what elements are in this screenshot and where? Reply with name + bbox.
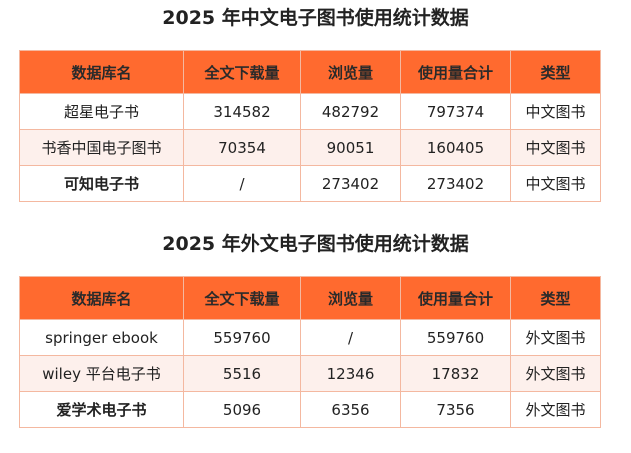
header-views: 浏览量 [300,50,401,94]
chinese-ebook-stats-table: 数据库名 全文下载量 浏览量 使用量合计 类型 超星电子书 314582 482… [19,50,601,202]
header-type: 类型 [510,50,601,94]
header-row: 数据库名 全文下载量 浏览量 使用量合计 类型 [19,276,601,320]
cell-type: 中文图书 [510,165,601,202]
cell-views: 90051 [300,129,401,166]
table-row: 爱学术电子书 5096 6356 7356 外文图书 [19,391,601,428]
cell-type: 中文图书 [510,93,601,130]
table-title-foreign-ebooks: 2025 年外文电子图书使用统计数据 [162,233,469,255]
cell-database-name: 书香中国电子图书 [19,129,184,166]
header-row: 数据库名 全文下载量 浏览量 使用量合计 类型 [19,50,601,94]
cell-type: 外文图书 [510,319,601,356]
header-total-usage: 使用量合计 [400,276,511,320]
cell-downloads: 559760 [183,319,301,356]
table-row: wiley 平台电子书 5516 12346 17832 外文图书 [19,355,601,392]
table-row: springer ebook 559760 / 559760 外文图书 [19,319,601,356]
cell-total-usage: 17832 [400,355,511,392]
cell-downloads: / [183,165,301,202]
cell-total-usage: 797374 [400,93,511,130]
header-views: 浏览量 [300,276,401,320]
header-downloads: 全文下载量 [183,50,301,94]
header-database-name: 数据库名 [19,50,184,94]
cell-views: 273402 [300,165,401,202]
cell-views: 6356 [300,391,401,428]
header-database-name: 数据库名 [19,276,184,320]
table-title-chinese-ebooks: 2025 年中文电子图书使用统计数据 [162,7,469,29]
cell-views: / [300,319,401,356]
cell-total-usage: 273402 [400,165,511,202]
cell-downloads: 5096 [183,391,301,428]
cell-total-usage: 559760 [400,319,511,356]
cell-total-usage: 160405 [400,129,511,166]
header-type: 类型 [510,276,601,320]
table-row: 可知电子书 / 273402 273402 中文图书 [19,165,601,202]
cell-database-name: 爱学术电子书 [19,391,184,428]
header-total-usage: 使用量合计 [400,50,511,94]
cell-total-usage: 7356 [400,391,511,428]
cell-views: 482792 [300,93,401,130]
foreign-ebook-stats-table: 数据库名 全文下载量 浏览量 使用量合计 类型 springer ebook 5… [19,276,601,428]
cell-database-name: wiley 平台电子书 [19,355,184,392]
cell-database-name: springer ebook [19,319,184,356]
cell-type: 外文图书 [510,355,601,392]
table-row: 超星电子书 314582 482792 797374 中文图书 [19,93,601,130]
header-downloads: 全文下载量 [183,276,301,320]
cell-downloads: 314582 [183,93,301,130]
table-row: 书香中国电子图书 70354 90051 160405 中文图书 [19,129,601,166]
cell-type: 中文图书 [510,129,601,166]
cell-database-name: 超星电子书 [19,93,184,130]
cell-type: 外文图书 [510,391,601,428]
cell-views: 12346 [300,355,401,392]
cell-downloads: 5516 [183,355,301,392]
cell-downloads: 70354 [183,129,301,166]
cell-database-name: 可知电子书 [19,165,184,202]
